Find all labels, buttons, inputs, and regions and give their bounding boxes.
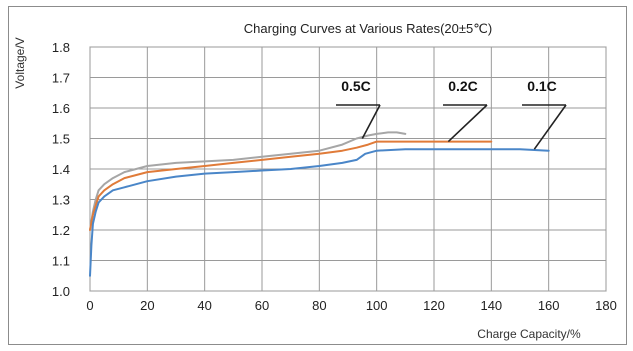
x-tick-label: 160 <box>538 298 560 313</box>
series-label-0-2c: 0.2C <box>448 78 478 94</box>
x-tick-label: 100 <box>366 298 388 313</box>
y-tick-label: 1.5 <box>52 132 70 147</box>
x-tick-label: 80 <box>312 298 326 313</box>
y-tick-label: 1.4 <box>52 162 70 177</box>
series-lines <box>89 131 550 277</box>
x-tick-label: 20 <box>140 298 154 313</box>
series-label-0-1c: 0.1C <box>527 78 557 94</box>
y-tick-label: 1.7 <box>52 71 70 86</box>
y-tick-label: 1.8 <box>52 40 70 55</box>
y-axis-label: Voltage/V <box>13 37 27 88</box>
tick-labels: 0 20 40 60 80 100 120 140 160 180 1.0 1.1 1.2 1.3 1.4 1… <box>52 40 617 313</box>
x-axis-label: Charge Capacity/% <box>477 327 581 341</box>
x-tick-label: 140 <box>480 298 502 313</box>
y-tick-label: 1.2 <box>52 223 70 238</box>
series-label-leader <box>361 104 381 139</box>
y-tick-label: 1.0 <box>52 284 70 299</box>
x-tick-label: 40 <box>197 298 211 313</box>
series-label-leader <box>533 104 567 150</box>
x-tick-label: 180 <box>595 298 617 313</box>
series-line-0-2c <box>89 140 493 231</box>
y-tick-label: 1.3 <box>52 193 70 208</box>
series-label-leader <box>447 104 488 143</box>
series-label-0-5c: 0.5C <box>341 78 371 94</box>
y-tick-label: 1.6 <box>52 101 70 116</box>
y-tick-label: 1.1 <box>52 254 70 269</box>
x-tick-label: 0 <box>86 298 93 313</box>
series-line-0-1c <box>89 148 550 277</box>
series-annotations: 0.5C 0.2C 0.1C <box>336 78 567 150</box>
x-tick-label: 60 <box>255 298 269 313</box>
chart-title: Charging Curves at Various Rates(20±5℃) <box>244 21 492 36</box>
series-line-0-5c <box>89 131 407 231</box>
x-tick-label: 120 <box>423 298 445 313</box>
